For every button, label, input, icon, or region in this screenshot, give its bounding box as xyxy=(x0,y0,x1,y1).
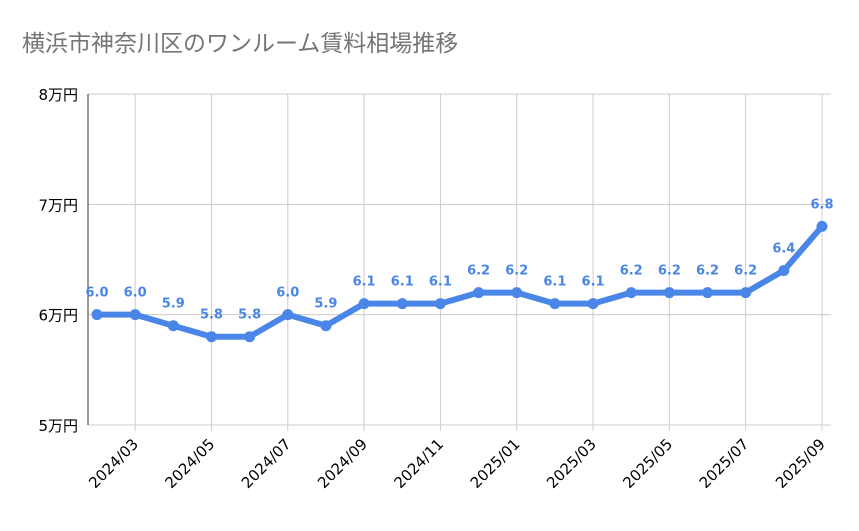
data-label: 6.2 xyxy=(505,264,528,279)
data-label: 6.2 xyxy=(734,264,757,279)
data-label: 6.0 xyxy=(124,286,147,301)
data-point xyxy=(167,320,179,332)
x-tick-label: 2025/07 xyxy=(696,435,753,492)
data-point xyxy=(473,287,485,299)
data-point xyxy=(587,298,599,310)
data-point xyxy=(549,298,561,310)
data-label: 6.1 xyxy=(429,275,452,290)
y-tick-label: 5万円 xyxy=(38,417,78,435)
x-tick-label: 2024/11 xyxy=(390,435,447,492)
x-tick-label: 2025/03 xyxy=(543,435,600,492)
chart-title: 横浜市神奈川区のワンルーム賃料相場推移 xyxy=(22,31,459,57)
data-label: 6.2 xyxy=(620,264,643,279)
data-label: 6.1 xyxy=(543,275,566,290)
x-tick-label: 2025/01 xyxy=(467,435,524,492)
data-label: 5.8 xyxy=(238,308,261,323)
data-label: 6.1 xyxy=(582,275,605,290)
data-label: 6.1 xyxy=(353,275,376,290)
x-tick-label: 2024/07 xyxy=(238,435,295,492)
data-point xyxy=(778,265,790,277)
data-label: 6.2 xyxy=(467,264,490,279)
x-tick-label: 2024/03 xyxy=(85,435,142,492)
data-point xyxy=(396,298,408,310)
data-point xyxy=(282,309,294,321)
x-tick-label: 2024/09 xyxy=(314,435,371,492)
data-label: 5.9 xyxy=(162,297,185,312)
data-label: 6.0 xyxy=(85,286,108,301)
data-point xyxy=(511,287,523,299)
data-point xyxy=(740,287,752,299)
data-label: 6.2 xyxy=(696,264,719,279)
series-line xyxy=(94,223,825,340)
x-tick-label: 2025/09 xyxy=(772,435,829,492)
data-label: 6.2 xyxy=(658,264,681,279)
data-point xyxy=(702,287,714,299)
data-point xyxy=(91,309,103,321)
data-label: 6.0 xyxy=(276,286,299,301)
y-tick-label: 8万円 xyxy=(38,86,78,104)
data-point xyxy=(816,220,828,232)
data-point xyxy=(205,331,217,343)
data-point xyxy=(244,331,256,343)
data-label: 6.8 xyxy=(810,197,833,212)
data-point xyxy=(320,320,332,332)
data-point xyxy=(663,287,675,299)
y-tick-label: 6万円 xyxy=(38,307,78,325)
data-point xyxy=(129,309,141,321)
data-point xyxy=(434,298,446,310)
data-label: 6.1 xyxy=(391,275,414,290)
data-label: 6.4 xyxy=(772,242,795,257)
x-tick-label: 2025/05 xyxy=(619,435,676,492)
data-point xyxy=(358,298,370,310)
y-tick-label: 7万円 xyxy=(38,196,78,214)
data-label: 5.8 xyxy=(200,308,223,323)
x-tick-label: 2024/05 xyxy=(162,435,219,492)
data-point xyxy=(625,287,637,299)
data-label: 5.9 xyxy=(314,297,337,312)
